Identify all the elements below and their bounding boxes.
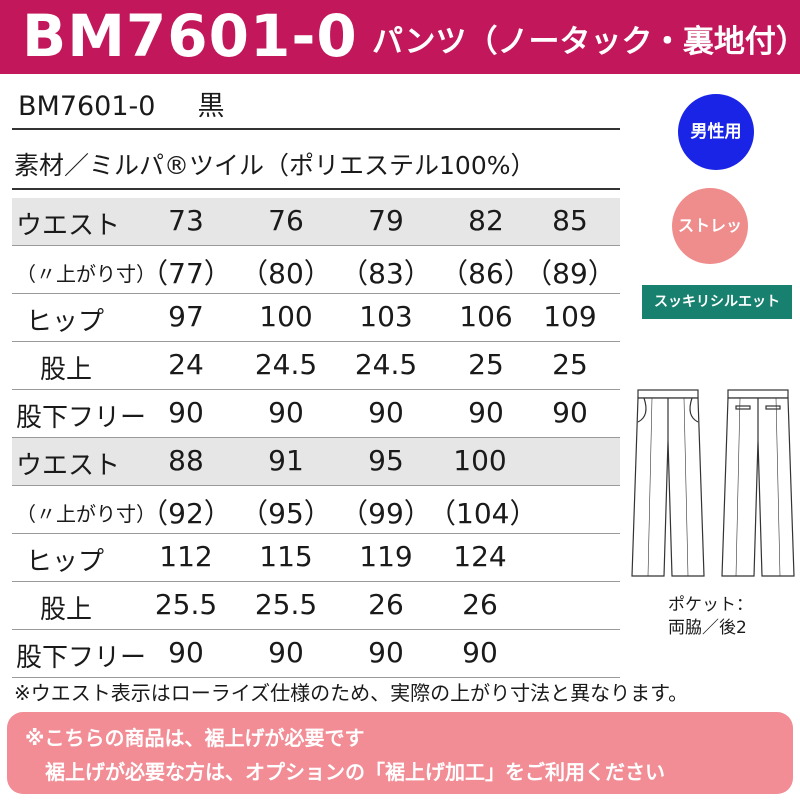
stretch-badge: ストレッチ [672,188,748,311]
table-cell: 100 [453,444,507,477]
table-cell: 90 [268,636,304,669]
table-row: 股下フリー 90 90 90 90 90 [12,390,620,438]
table-cell: （92） [140,497,232,530]
row-label-inseam: 股下フリー [16,403,147,433]
product-code-title: BM7601-0 [22,2,358,70]
notice-line-2: 裾上げが必要な方は、オプションの「裾上げ加工」をご利用ください [45,760,665,784]
pocket-info: ポケット： 両脇／後2 [668,594,753,640]
table-cell: 124 [453,540,507,573]
table-cell: （95） [240,497,332,530]
slim-silhouette-badge: スッキリシルエット [642,285,792,319]
table-cell: （99） [340,497,432,530]
table-cell: 97 [168,300,204,333]
table-cell: 85 [552,204,588,237]
table-row: （〃上がり寸） （92） （95） （99） （104） [12,486,620,534]
table-cell: 90 [462,636,498,669]
pocket-line-2: 両脇／後2 [668,618,747,638]
notice-line-1: ※こちらの商品は、裾上げが必要です [25,726,365,750]
table-row: ヒップ 112 115 119 124 [12,534,620,582]
table-cell: 90 [468,396,504,429]
table-cell: 24.5 [254,348,318,381]
row-label-finished: （〃上がり寸） [16,262,156,286]
table-cell: 24.5 [354,348,418,381]
table-cell: 25 [552,348,588,381]
table-row: （〃上がり寸） （77） （80） （83） （86） （89） [12,246,620,294]
table-cell: （104） [428,497,538,530]
table-cell: 73 [168,204,204,237]
table-cell: （86） [440,257,532,290]
header-banner: BM7601-0 パンツ（ノータック・裏地付） [0,0,800,74]
table-cell: （89） [524,257,616,290]
product-color: 黒 [197,91,225,122]
table-cell: 90 [368,636,404,669]
table-cell: 88 [168,444,204,477]
divider [12,188,620,190]
pocket-line-1: ポケット： [668,595,753,615]
row-label-hip: ヒップ [26,307,105,337]
row-label-hip: ヒップ [26,547,105,577]
pants-illustration [631,389,795,577]
table-cell: 25 [468,348,504,381]
product-code: BM7601-0 [18,91,156,122]
table-cell: 90 [368,396,404,429]
table-cell: 109 [543,300,597,333]
row-label-inseam: 股下フリー [16,643,147,673]
hemming-notice: ※こちらの商品は、裾上げが必要です 裾上げが必要な方は、オプションの「裾上げ加工… [7,712,793,794]
table-cell: 25.5 [254,588,318,621]
male-badge: 男性用 [678,94,754,170]
table-row: ヒップ 97 100 103 106 109 [12,294,620,342]
table-cell: 26 [368,588,404,621]
table-cell: 91 [268,444,304,477]
table-cell: 119 [359,540,413,573]
table-cell: 26 [462,588,498,621]
table-row: 股下フリー 90 90 90 90 [12,630,620,678]
table-cell: 82 [468,204,504,237]
table-cell: 79 [368,204,404,237]
row-label-finished: （〃上がり寸） [16,502,156,526]
row-label-waist: ウエスト [16,451,121,481]
table-cell: 112 [159,540,213,573]
product-subtitle: パンツ（ノータック・裏地付） [372,24,800,60]
table-cell: 95 [368,444,404,477]
table-cell: （83） [340,257,432,290]
table-row: ウエスト 88 91 95 100 [12,438,620,486]
waist-note: ※ウエスト表示はローライズ仕様のため、実際の上がり寸法と異なります。 [14,681,689,705]
table-cell: 90 [268,396,304,429]
table-cell: （80） [240,257,332,290]
table-cell: 25.5 [154,588,218,621]
row-label-rise: 股上 [40,595,93,625]
divider [12,128,620,130]
material-text: 素材／ミルパ®ツイル（ポリエステル100%） [14,151,536,180]
table-row: 股上 24 24.5 24.5 25 25 [12,342,620,390]
table-cell: 100 [259,300,313,333]
table-cell: 115 [259,540,313,573]
table-cell: 90 [168,396,204,429]
table-cell: 24 [168,348,204,381]
table-cell: 76 [268,204,304,237]
table-cell: 103 [359,300,413,333]
table-cell: （77） [140,257,232,290]
table-row: ウエスト 73 76 79 82 85 [12,198,620,246]
row-label-rise: 股上 [40,355,93,385]
table-cell: 106 [459,300,513,333]
product-code-color: BM7601-0 黒 [18,84,224,123]
table-row: 股上 25.5 25.5 26 26 [12,582,620,630]
table-cell: 90 [552,396,588,429]
table-cell: 90 [168,636,204,669]
row-label-waist: ウエスト [16,211,121,241]
